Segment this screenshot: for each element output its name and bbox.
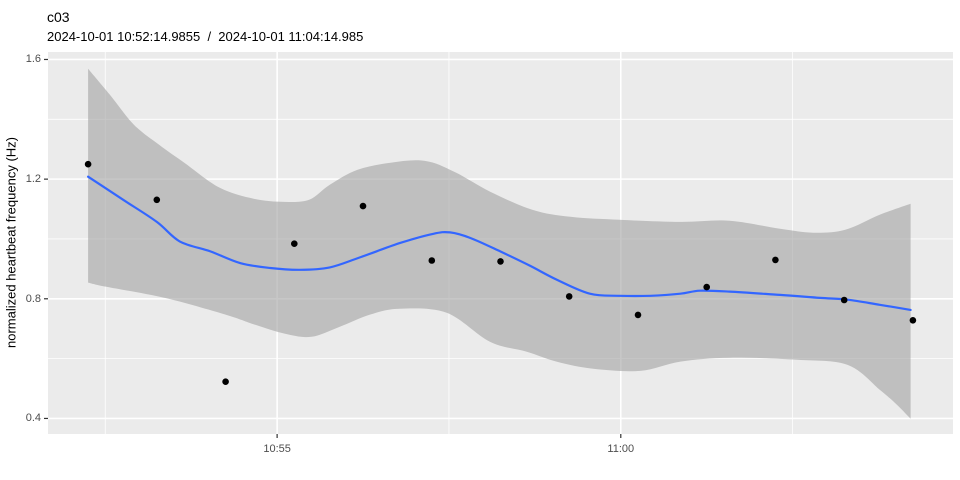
x-tick-label: 10:55 [263,443,291,455]
smooth-line [87,175,912,311]
chart-title: c03 [47,9,70,25]
data-point [497,258,504,265]
chart-subtitle: 2024-10-01 10:52:14.9855 / 2024-10-01 11… [47,29,364,44]
y-tick-label: 1.6 [25,53,41,66]
data-point [84,160,92,168]
data-point [772,256,779,264]
data-point [703,283,710,291]
plot-svg [44,52,953,438]
y-tick-label: 1.2 [25,173,41,186]
data-point [565,293,573,300]
data-point [909,317,917,324]
x-tick-label: 11:00 [607,443,635,455]
data-point [428,257,436,264]
data-point [291,240,298,247]
data-point [634,311,642,319]
y-tick-label: 0.8 [25,292,41,305]
data-point [359,202,367,210]
confidence-band [88,68,911,419]
data-point [153,196,161,204]
plot-panel [44,52,953,438]
y-axis-title: normalized heartbeat frequency (Hz) [3,137,19,349]
y-tick-label: 0.4 [25,412,41,425]
data-point [840,296,848,304]
data-point [222,378,229,386]
